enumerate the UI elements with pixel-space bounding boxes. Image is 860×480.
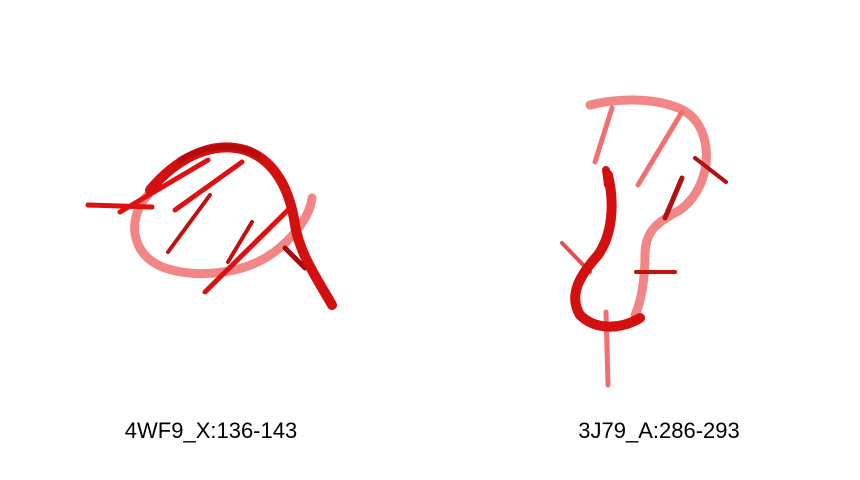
- rna-backbone-render-3j79: [560, 95, 728, 388]
- structure-label: 3J79_A:286-293: [578, 418, 740, 443]
- structure-panel-4wf9: 4WF9_X:136-143: [85, 142, 337, 443]
- structure-panel-3j79: 3J79_A:286-293: [430, 0, 860, 480]
- structure-label: 4WF9_X:136-143: [124, 418, 298, 443]
- rna-backbone-render-4wf9: [85, 142, 337, 310]
